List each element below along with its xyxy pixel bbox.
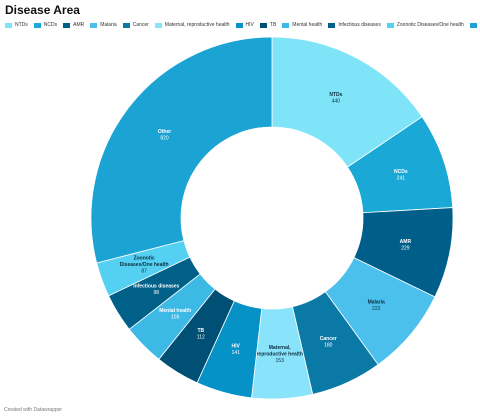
legend-item-amr: AMR [63,20,84,30]
slice-value-label: 98 [154,290,160,296]
slice-value-label: 229 [401,245,410,251]
legend-label: Mental health [292,22,323,28]
legend-item-tb: TB [259,20,277,30]
legend-swatch [90,22,98,28]
chart-title: Disease Area [5,3,80,17]
legend-label: Maternal, reproductive health [164,22,230,28]
legend-swatch [235,22,243,28]
legend-label: NTDs [15,22,28,28]
legend-swatch [282,22,290,28]
slice-label-maternal-reproductive-health: Maternal, reproductive health 153 [256,345,302,364]
legend-item-ntds: NTDs [5,20,28,30]
slice-value-label: 180 [324,343,333,349]
legend-swatch [259,22,267,28]
slice-value-label: 153 [276,358,285,364]
legend-swatch [5,22,12,28]
slice-label-zoonotic-diseases-one-health: Zoonotic Diseases/One health 87 [120,255,169,274]
legend-label: Malaria [100,22,117,28]
legend-swatch [469,22,477,28]
slice-category-label: TB [197,328,204,334]
slice-category-label: Maternal, [269,345,292,351]
slice-label-hiv: HIV 141 [232,343,241,356]
slice-value-label: 105 [171,314,180,320]
legend-swatch [386,22,394,28]
chart-footer: Created with Datawrapper [4,407,63,413]
legend-swatch [33,22,41,28]
slice-value-label: 440 [332,99,341,105]
legend-item-maternal-reproductive-health: Maternal, reproductive health [154,20,230,30]
legend-item-mental-health: Mental health [282,20,322,30]
legend-swatch [154,22,162,28]
slice-category-label: Zoonotic [134,255,155,261]
legend-swatch [328,22,336,28]
legend-item-infectious-diseases: Infectious diseases [328,20,381,30]
slice-label-malaria: Malaria 222 [368,300,385,313]
slice-category-label: Cancer [320,336,337,342]
slice-label-mental-health: Mental health 105 [159,308,191,321]
slice-category-label: Mental health [159,308,191,314]
slice-value-label: 222 [372,306,381,312]
slice-label-amr: AMR 229 [400,239,412,252]
slice-label-cancer: Cancer 180 [320,336,337,349]
slice-value-label: 87 [141,268,147,274]
slice-value-label: 820 [160,135,169,141]
legend-label: Infectious diseases [338,22,381,28]
legend-swatch [122,22,130,28]
legend-label: TB [269,22,277,28]
slice-label-ntds: NTDs 440 [329,92,342,105]
legend-label: AMR [73,22,85,28]
slice-category-label: Malaria [368,300,385,306]
slice-category-label: NTDs [329,92,342,98]
legend-item-ncds: NCDs [33,20,58,30]
slice-value-label: 141 [232,350,241,356]
slice-category-label: Diseases/One health [120,262,169,268]
slice-label-other: Other 820 [158,129,171,142]
slice-category-label: HIV [232,343,241,349]
slice-category-label: NCDs [394,169,408,175]
legend-item-hiv: HIV [235,20,254,30]
slice-category-label: Other [158,129,171,135]
slice-other [90,36,273,264]
legend-label: NCDs [43,22,58,28]
slice-label-ncds: NCDs 241 [394,169,408,182]
slice-value-label: 241 [397,175,406,181]
slice-label-tb: TB 112 [197,328,205,341]
legend-label: Cancer [132,22,149,28]
legend-swatch [63,22,71,28]
legend-item-zoonotic-diseases-one-health: Zoonotic Diseases/One health [386,20,464,30]
legend-item-cancer: Cancer [122,20,149,30]
slice-value-label: 112 [197,335,205,341]
legend-item-malaria: Malaria [90,20,117,30]
legend-label: Zoonotic Diseases/One health [396,22,464,28]
slice-category-label: reproductive health [256,351,302,357]
slice-category-label: Infectious diseases [133,284,179,290]
slice-label-infectious-diseases: Infectious diseases 98 [133,284,179,297]
chart-legend: NTDs NCDs AMR Malaria Cancer Maternal, reprod… [5,20,480,30]
slice-category-label: AMR [400,239,412,245]
legend-label: HIV [245,22,254,28]
